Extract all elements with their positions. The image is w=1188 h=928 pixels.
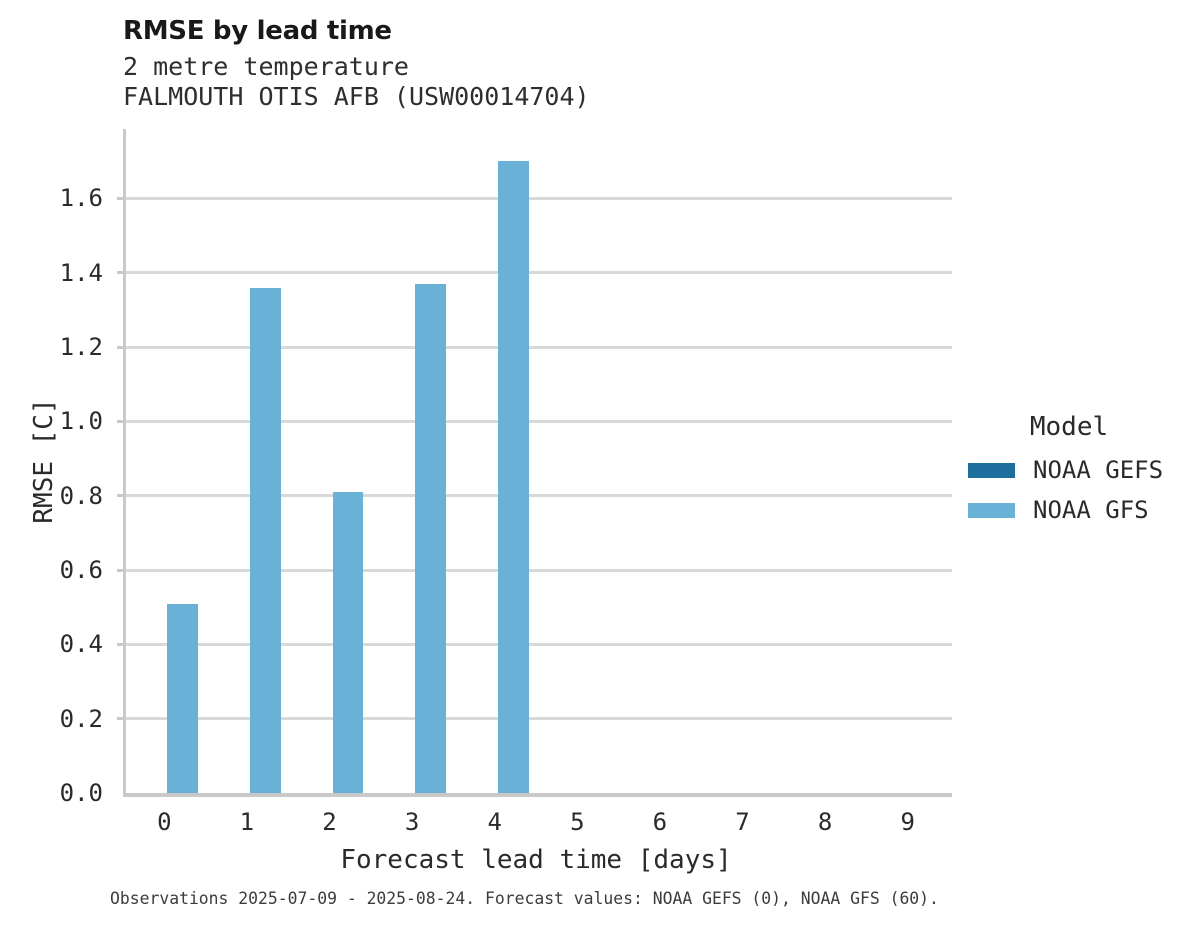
gridline [126,345,952,349]
y-tick-mark [117,419,123,423]
x-tick-label: 3 [404,808,420,836]
legend-label-noaa-gfs: NOAA GFS [1033,496,1149,524]
legend-label-noaa-gefs: NOAA GEFS [1033,456,1164,484]
gridline [126,419,952,423]
plot-area [117,129,952,797]
legend-title: Model [1029,412,1109,442]
y-tick-mark [117,345,123,349]
chart-subtitle-variable: 2 metre temperature [123,52,409,81]
y-tick-mark [117,494,123,498]
gridline [126,196,952,200]
x-tick-label: 8 [817,808,833,836]
bar-noaa-gfs-day-0 [167,603,199,793]
legend-item-noaa-gefs: NOAA GEFS [964,456,1174,484]
x-tick-label: 9 [900,808,915,836]
gridline [126,642,952,646]
bar-noaa-gfs-day-4 [497,161,529,793]
x-tick-label: 7 [735,808,750,836]
bar-noaa-gfs-day-1 [249,287,281,793]
x-tick-label: 0 [157,808,172,836]
footer-caption: Observations 2025-07-09 - 2025-08-24. Fo… [110,889,939,908]
y-tick-mark [117,568,123,572]
y-tick-mark [117,196,123,200]
y-tick-label: 0.8 [59,481,103,510]
gridline [126,271,952,275]
y-tick-mark [117,271,123,275]
y-tick-label: 1.2 [59,333,103,362]
x-axis-title: Forecast lead time [days] [340,845,732,875]
legend: Model NOAA GEFS NOAA GFS [964,412,1174,536]
gridline [126,717,952,721]
x-tick-label: 2 [322,808,337,836]
gridline [126,568,952,572]
y-tick-mark [117,717,123,721]
legend-swatch-noaa-gefs-icon [968,462,1015,478]
x-tick-label: 6 [652,808,668,836]
y-tick-label: 0.0 [59,779,103,807]
y-tick-mark [117,642,123,646]
x-tick-label: 5 [570,808,585,836]
bar-noaa-gfs-day-2 [332,492,364,793]
y-tick-label: 0.2 [59,704,103,733]
y-tick-label: 1.4 [59,258,103,287]
gridline [126,494,952,498]
y-tick-label: 0.4 [59,630,103,659]
y-tick-label: 1.0 [59,407,103,436]
legend-item-noaa-gfs: NOAA GFS [964,496,1174,524]
y-tick-label: 1.6 [59,184,103,213]
chart-title: RMSE by lead time [123,16,392,46]
x-tick-label: 1 [239,808,255,836]
chart-subtitle-station: FALMOUTH OTIS AFB (USW00014704) [123,82,590,111]
y-tick-label: 0.6 [59,556,103,585]
bar-noaa-gfs-day-3 [415,283,447,793]
legend-swatch-noaa-gfs-icon [968,502,1015,518]
x-tick-label: 4 [487,808,502,836]
